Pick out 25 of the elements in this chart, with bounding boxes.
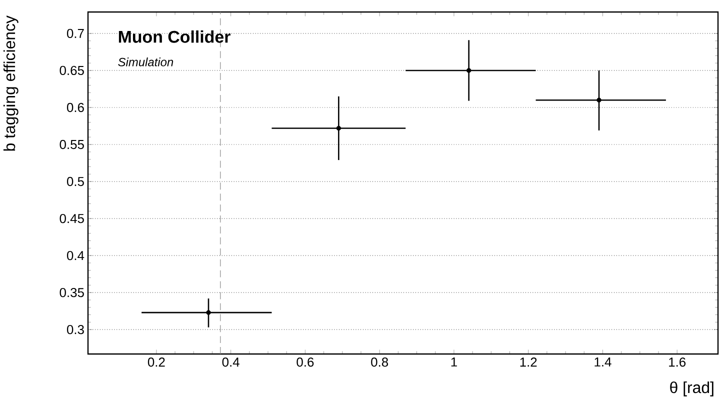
- y-tick-label: 0.3: [66, 324, 84, 334]
- y-tick-label: 0.4: [66, 250, 84, 260]
- x-tick-label: 1.6: [669, 358, 686, 367]
- y-tick-label: 0.45: [60, 214, 84, 224]
- point: [466, 68, 472, 73]
- x-tick-label: 0.8: [371, 358, 388, 367]
- y-tick-label: 0.55: [60, 140, 84, 150]
- x-tick-label: 1.2: [520, 358, 537, 367]
- x-axis-title: θ [rad]: [670, 381, 714, 396]
- x-tick-label: 0.4: [222, 358, 240, 367]
- y-axis-title: b tagging efficiency: [3, 16, 18, 151]
- y-tick-label: 0.7: [66, 28, 84, 38]
- point: [206, 310, 211, 315]
- point: [596, 98, 602, 102]
- annotation: Simulation: [118, 58, 174, 66]
- y-tick-label: 0.6: [66, 102, 84, 112]
- x-tick-label: 1.4: [594, 358, 612, 366]
- x-tick-label: 0.6: [296, 358, 314, 367]
- y-tick-label: 0.5: [66, 176, 84, 186]
- annotation: Muon Collider: [118, 30, 230, 43]
- y-tick-label: 0.65: [60, 66, 84, 76]
- point: [336, 126, 342, 131]
- x-tick-label: 0.2: [148, 358, 165, 367]
- y-tick-label: 0.35: [60, 288, 84, 298]
- x-tick-label: 1: [451, 358, 457, 366]
